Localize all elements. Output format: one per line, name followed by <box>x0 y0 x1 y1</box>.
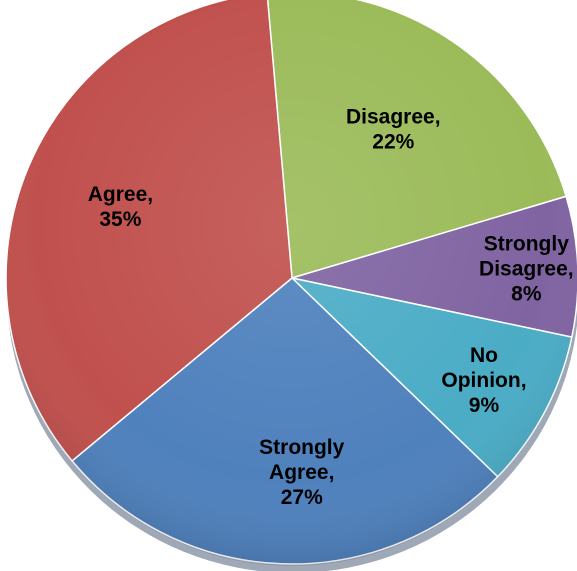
data-label-line: Strongly <box>259 436 344 459</box>
data-label-line: No <box>470 344 498 367</box>
data-label-line: 27% <box>281 486 323 509</box>
data-label-line: 22% <box>372 130 414 153</box>
data-label-line: Disagree, <box>479 257 574 280</box>
data-label-disagree: Disagree, 22% <box>346 105 441 153</box>
data-label-line: 9% <box>469 394 500 417</box>
data-label-line: Opinion, <box>441 369 526 392</box>
data-label-line: Agree, <box>88 183 153 206</box>
data-label-line: Disagree, <box>346 105 441 128</box>
data-label-strongly-agree: Strongly Agree, 27% <box>259 436 344 509</box>
data-label-agree: Agree, 35% <box>88 183 153 231</box>
data-label-strongly-disagree: Strongly Disagree, 8% <box>479 232 574 305</box>
data-label-no-opinion: No Opinion, 9% <box>441 344 526 417</box>
data-label-line: 35% <box>99 208 141 231</box>
labels-layer: Disagree, 22%Strongly Disagree, 8%No Opinion… <box>88 105 574 509</box>
data-label-line: Strongly <box>484 232 569 255</box>
data-label-line: Agree, <box>269 461 334 484</box>
data-label-line: 8% <box>511 282 542 305</box>
